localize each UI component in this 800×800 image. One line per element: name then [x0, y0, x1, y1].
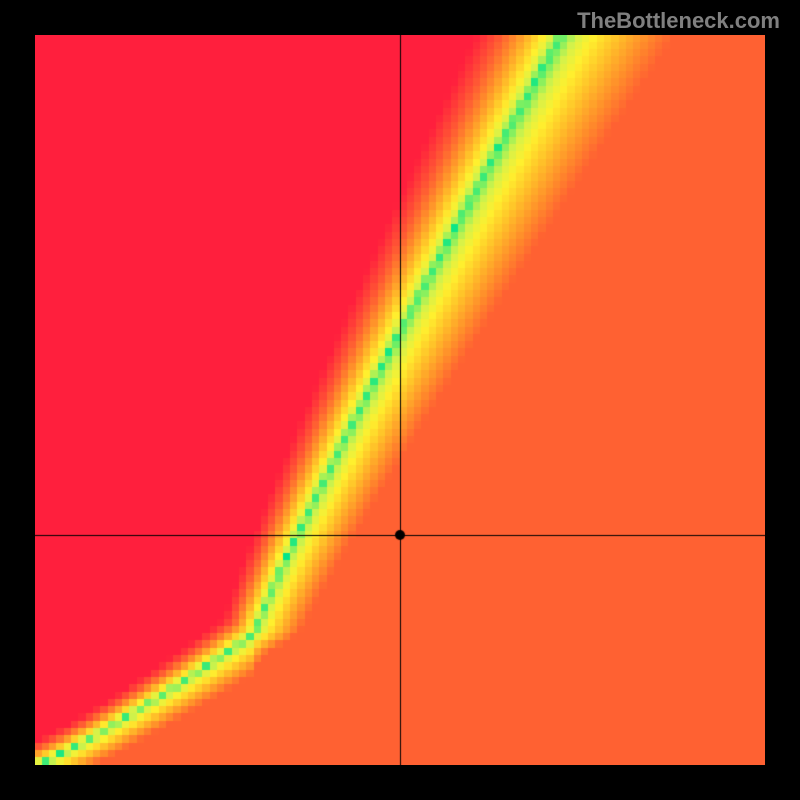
watermark-text: TheBottleneck.com	[577, 8, 780, 34]
bottleneck-heatmap	[35, 35, 765, 765]
chart-container: TheBottleneck.com	[0, 0, 800, 800]
